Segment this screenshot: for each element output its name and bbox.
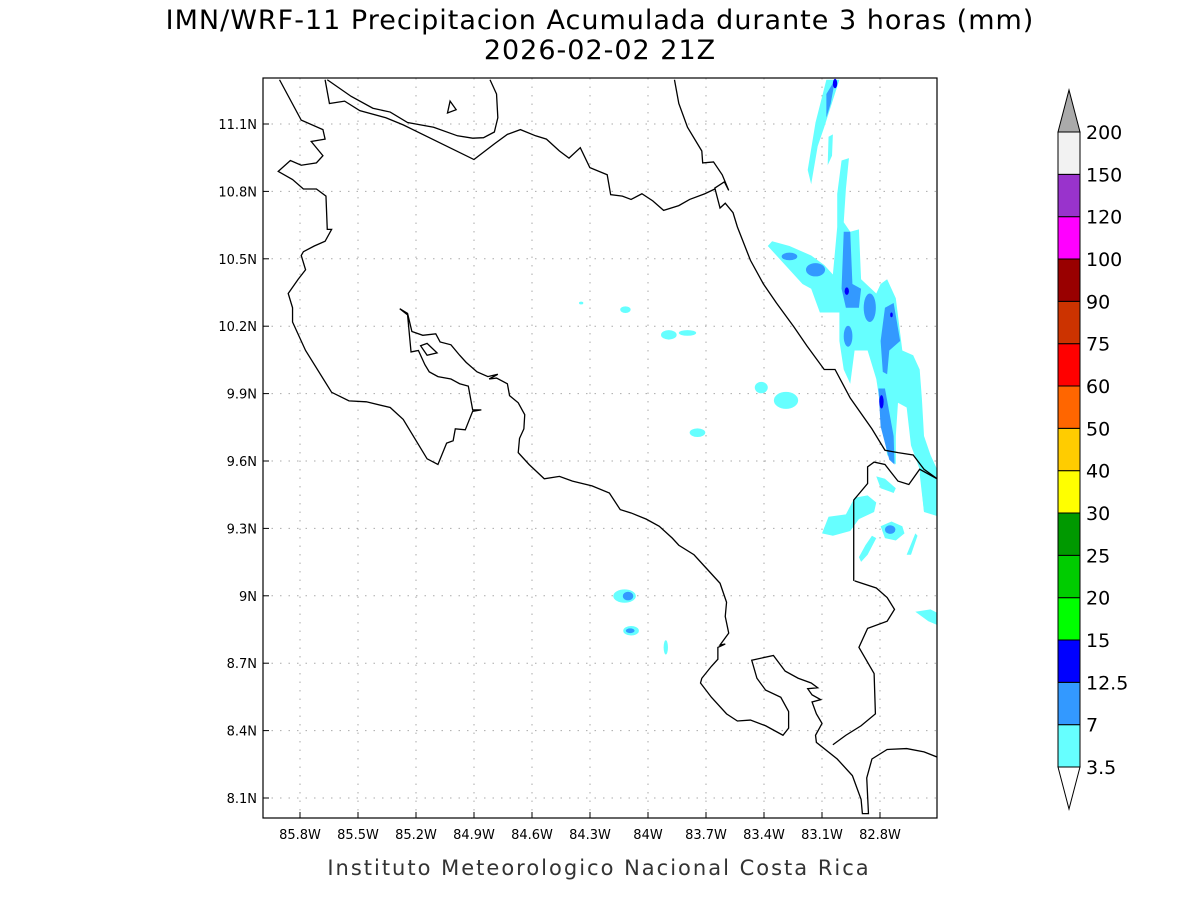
colorbar-swatch (1057, 173, 1081, 218)
colorbar-label: 150 (1086, 164, 1122, 186)
colorbar-swatch (1057, 681, 1081, 726)
lat-label: 8.1N (227, 792, 257, 807)
colorbar-swatch (1057, 470, 1081, 514)
colorbar-label: 100 (1086, 249, 1122, 271)
lat-label: 10.5N (218, 253, 257, 268)
colorbar-swatch (1057, 639, 1081, 683)
lat-label: 8.4N (227, 725, 257, 740)
lon-label: 83.1W (801, 828, 843, 843)
colorbar-swatch (1057, 512, 1081, 556)
colorbar-label: 40 (1086, 461, 1110, 483)
colorbar-over-triangle (1057, 88, 1081, 133)
lon-label: 84.6W (511, 828, 553, 843)
colorbar-label: 30 (1086, 503, 1110, 525)
footer-credit: Instituto Meteorologico Nacional Costa R… (327, 856, 871, 880)
colorbar-swatch (1057, 343, 1081, 387)
colorbar-swatch (1057, 131, 1081, 175)
lon-label: 85.5W (337, 828, 379, 843)
lon-label: 84W (633, 828, 663, 843)
map-frame (262, 77, 938, 819)
colorbar-label: 90 (1086, 291, 1110, 313)
colorbar-label: 15 (1086, 630, 1110, 652)
lon-label: 83.7W (685, 828, 727, 843)
colorbar-swatch (1057, 427, 1081, 472)
colorbar-label: 50 (1086, 418, 1110, 440)
lon-label: 82.8W (859, 828, 901, 843)
lat-label: 10.2N (218, 320, 257, 335)
lat-label: 9N (239, 590, 257, 605)
lat-label: 9.6N (227, 455, 257, 470)
colorbar-label: 60 (1086, 376, 1110, 398)
colorbar-label: 120 (1086, 207, 1122, 229)
colorbar-label: 75 (1086, 334, 1110, 356)
colorbar-swatch (1057, 554, 1081, 599)
colorbar-label: 7 (1086, 715, 1098, 737)
lon-label: 83.4W (743, 828, 785, 843)
graticule (263, 78, 937, 818)
colorbar-label: 3.5 (1086, 757, 1116, 779)
map-title: IMN/WRF-11 Precipitacion Acumulada duran… (165, 5, 1035, 36)
lon-label: 85.8W (279, 828, 321, 843)
lon-label: 85.2W (395, 828, 437, 843)
lon-label: 84.3W (569, 828, 611, 843)
colorbar-label: 25 (1086, 545, 1110, 567)
colorbar-swatch (1057, 258, 1081, 302)
lat-label: 10.8N (218, 185, 257, 200)
colorbar-swatch (1057, 216, 1081, 260)
lat-label: 9.9N (227, 388, 257, 403)
colorbar-swatch (1057, 300, 1081, 345)
colorbar-under-triangle (1057, 766, 1081, 811)
colorbar-swatch (1057, 385, 1081, 429)
lat-label: 8.7N (227, 657, 257, 672)
colorbar: 3.5 7 12.5 15 20 25 30 40 50 60 75 90 100 120 150 200 (1057, 88, 1128, 811)
colorbar-label: 200 (1086, 122, 1122, 144)
precip-field (278, 78, 939, 814)
colorbar-label: 12.5 (1086, 672, 1128, 694)
valid-time: 2026-02-02 21Z (483, 35, 717, 66)
lon-label: 84.9W (453, 828, 495, 843)
lat-label: 11.1N (218, 118, 257, 133)
coastlines (278, 80, 939, 814)
colorbar-swatch (1057, 724, 1081, 768)
lat-label: 9.3N (227, 522, 257, 537)
colorbar-swatch (1057, 597, 1081, 641)
colorbar-label: 20 (1086, 588, 1110, 610)
